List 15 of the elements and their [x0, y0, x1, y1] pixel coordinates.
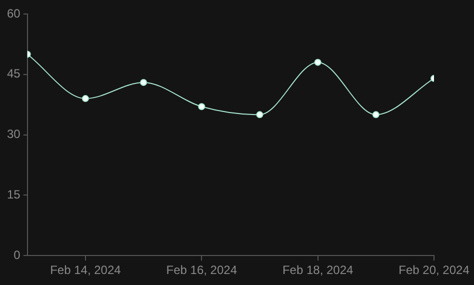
point — [256, 111, 264, 118]
y-tick-label: 45 — [6, 66, 21, 81]
point — [140, 78, 148, 86]
x-tick-label: Feb 16, 2024 — [166, 263, 238, 278]
y-tick-label: 60 — [6, 6, 21, 20]
x-tick-label: Feb 20, 2024 — [398, 263, 470, 278]
y-tick-label: 0 — [14, 248, 21, 262]
x-tick-label: Feb 14, 2024 — [50, 263, 122, 278]
x-tick-label: Feb 18, 2024 — [282, 263, 354, 278]
y-tick-label: 15 — [6, 188, 21, 202]
point — [372, 111, 380, 118]
y-tick-label: 30 — [6, 127, 21, 142]
point — [314, 58, 322, 66]
point — [82, 95, 89, 102]
point — [198, 103, 206, 110]
